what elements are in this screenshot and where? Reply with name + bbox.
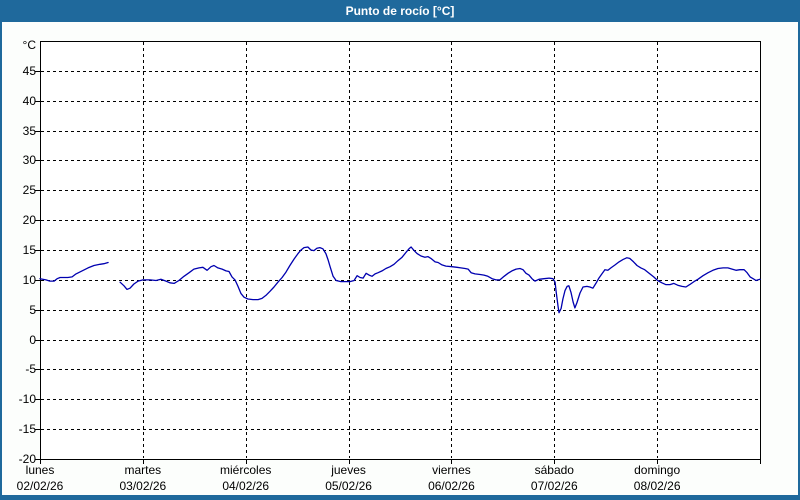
window-title-bar: Punto de rocío [°C] bbox=[0, 0, 800, 22]
window-title: Punto de rocío [°C] bbox=[345, 4, 455, 18]
y-tick-label: 15 bbox=[22, 243, 36, 257]
y-tick-label: 10 bbox=[22, 272, 36, 287]
x-day-label: lunes 02/02/26 bbox=[17, 462, 64, 494]
dewpoint-line bbox=[39, 261, 109, 282]
y-tick-label: 5 bbox=[29, 302, 36, 317]
x-day-label: martes 03/02/26 bbox=[119, 462, 166, 494]
y-tick-label: -5 bbox=[25, 362, 36, 377]
day-name: jueves bbox=[331, 463, 366, 477]
x-day-label: domingo 08/02/26 bbox=[634, 462, 681, 494]
day-name: miércoles bbox=[220, 463, 272, 477]
x-day-label: viernes 06/02/26 bbox=[428, 462, 475, 494]
y-axis-unit-label: °C bbox=[22, 38, 36, 52]
y-tick-label: 40 bbox=[22, 93, 36, 108]
y-tick-label: 35 bbox=[22, 123, 36, 138]
y-tick-label: 0 bbox=[29, 332, 36, 347]
day-date: 06/02/26 bbox=[428, 479, 475, 493]
x-day-label: miércoles 04/02/26 bbox=[220, 462, 271, 494]
day-date: 08/02/26 bbox=[633, 479, 681, 493]
day-name: martes bbox=[124, 463, 162, 477]
day-date: 02/02/26 bbox=[16, 479, 64, 493]
y-tick-label: -20 bbox=[18, 452, 36, 466]
day-date: 03/02/26 bbox=[119, 479, 167, 493]
day-name: viernes bbox=[432, 463, 471, 477]
y-tick-label: 20 bbox=[22, 213, 36, 228]
y-tick-label: 25 bbox=[22, 183, 36, 198]
day-date: 05/02/26 bbox=[325, 479, 372, 493]
y-tick-label: -15 bbox=[18, 422, 36, 437]
plot-border bbox=[40, 41, 761, 460]
x-day-label: sábado 07/02/26 bbox=[531, 462, 578, 494]
chart-canvas bbox=[35, 41, 761, 464]
day-date: 04/02/26 bbox=[222, 479, 270, 493]
y-tick-label: -10 bbox=[18, 392, 36, 407]
day-name: lunes bbox=[25, 463, 55, 477]
day-name: domingo bbox=[634, 463, 681, 477]
dewpoint-line bbox=[119, 246, 761, 314]
y-tick-label: 30 bbox=[22, 153, 36, 168]
x-day-label: jueves 05/02/26 bbox=[325, 462, 372, 494]
day-name: sábado bbox=[534, 463, 574, 477]
chart-surface: °C 45 40 35 30 25 20 15 10 5 0 -5 -10 -15 -20 lunes 02… bbox=[2, 22, 798, 495]
day-date: 07/02/26 bbox=[530, 479, 578, 493]
y-tick-label: 45 bbox=[22, 63, 36, 78]
